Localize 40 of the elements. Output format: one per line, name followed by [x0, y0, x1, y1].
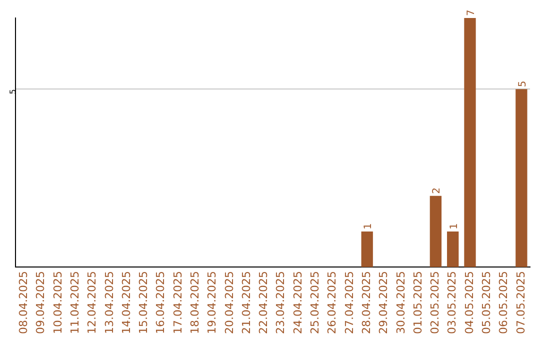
x-tick-label: 05.05.2025 [480, 271, 493, 334]
x-tick-label: 24.04.2025 [291, 271, 304, 334]
x-tick-label: 16.04.2025 [154, 271, 168, 334]
bar [464, 18, 476, 268]
x-tick-label: 08.04.2025 [17, 271, 30, 334]
x-tick-label: 18.04.2025 [188, 271, 202, 334]
x-tick-label: 13.04.2025 [102, 271, 116, 334]
x-tick-label: 02.05.2025 [428, 271, 442, 334]
x-tick-label: 22.04.2025 [257, 271, 270, 334]
x-tick-label: 12.04.2025 [86, 271, 99, 334]
x-tick-label: 15.04.2025 [137, 271, 150, 334]
data-label: 7 [466, 10, 477, 16]
bar [447, 231, 459, 268]
x-tick-label: 28.04.2025 [360, 271, 373, 334]
x-tick-label: 30.04.2025 [394, 271, 408, 334]
bar [516, 89, 528, 268]
x-tick-label: 07.05.2025 [514, 271, 528, 334]
bar [361, 231, 373, 268]
data-label: 1 [363, 223, 374, 230]
x-tick-label: 01.05.2025 [411, 271, 424, 334]
x-tick-label: 04.05.2025 [462, 271, 476, 334]
x-tick-label: 17.04.2025 [171, 271, 184, 334]
x-tick-label: 27.04.2025 [342, 271, 356, 334]
data-label: 2 [432, 187, 443, 194]
x-tick-label: 29.04.2025 [377, 271, 390, 334]
x-tick-label: 26.04.2025 [326, 271, 339, 334]
data-label: 5 [517, 80, 528, 88]
x-tick-label: 23.04.2025 [274, 271, 288, 334]
bar [430, 196, 442, 268]
x-tick-label: 06.05.2025 [497, 271, 510, 334]
data-label: 1 [448, 223, 460, 230]
x-tick-label: 03.05.2025 [446, 271, 459, 334]
x-tick-label: 25.04.2025 [308, 271, 322, 334]
x-tick-label: 19.04.2025 [206, 271, 219, 334]
x-tick-label: 11.04.2025 [68, 271, 82, 334]
x-tick-label: 09.04.2025 [34, 271, 48, 334]
x-tick-label: 10.04.2025 [51, 271, 64, 334]
x-tick-label: 21.04.2025 [240, 271, 253, 334]
x-tick-label: 14.04.2025 [120, 271, 133, 334]
x-tick-label: 20.04.2025 [222, 271, 236, 334]
